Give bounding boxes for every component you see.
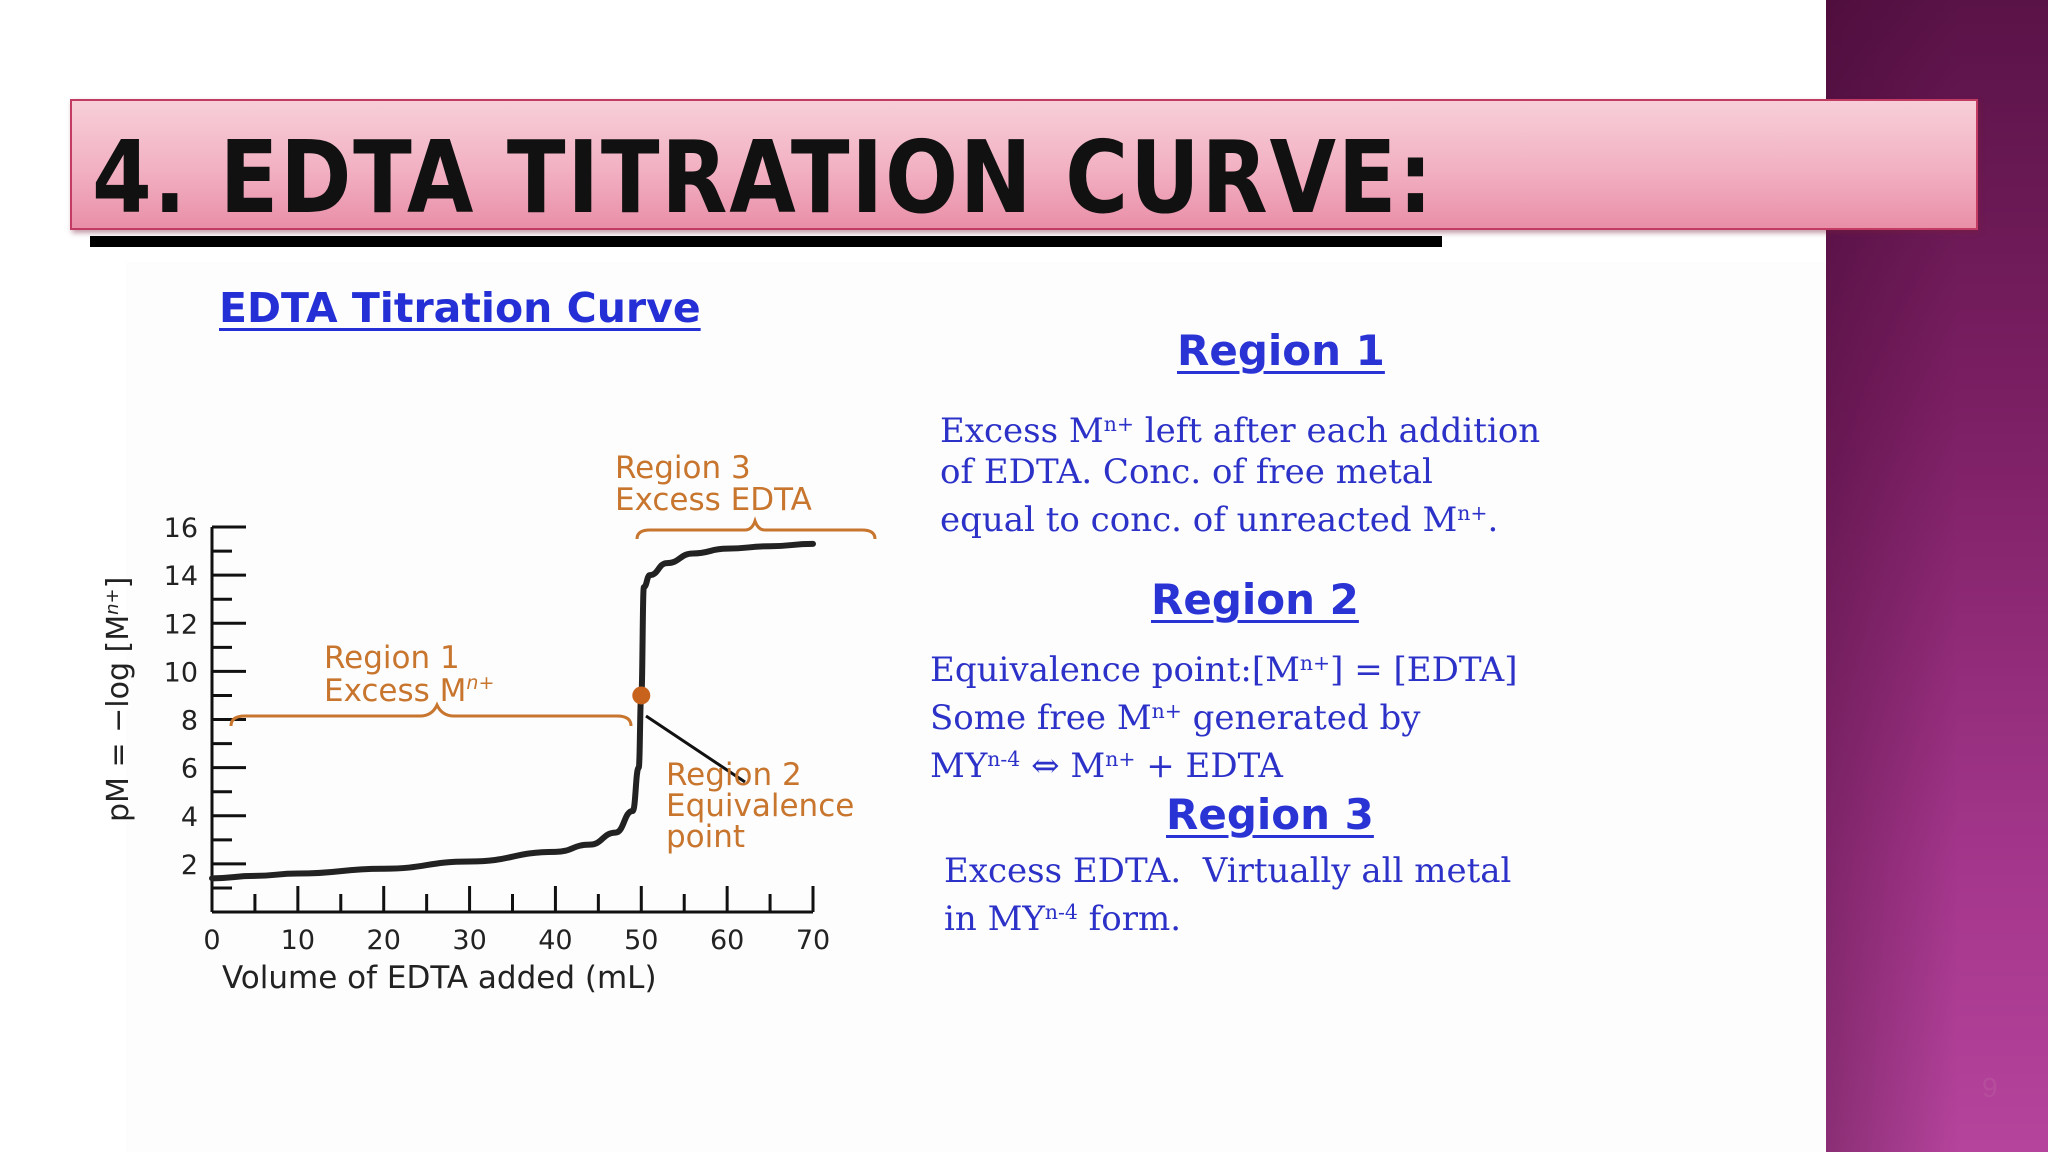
x-tick-label: 30 <box>452 925 486 956</box>
region2-sub-label-2: point <box>666 819 745 855</box>
region3-label: Region 3 <box>615 450 751 486</box>
region3-brace <box>635 516 877 540</box>
region2-line-3: MYn-4 ⇔ Mn+ + EDTA <box>930 746 1283 787</box>
figure-panel <box>126 262 1826 1152</box>
region2-line-2: Some free Mn+ generated by <box>930 698 1421 739</box>
region3-heading: Region 3 <box>1166 790 1374 839</box>
region3-description: Excess EDTA. Virtually all metal in MYn-4… <box>944 851 1511 940</box>
region1-label: Region 1 <box>324 640 460 676</box>
x-axis-label: Volume of EDTA added (mL) <box>222 960 657 996</box>
titration-curve-line <box>209 540 816 882</box>
equivalence-point-marker <box>632 686 651 705</box>
y-tick-label: 10 <box>164 657 198 688</box>
x-tick-label: 40 <box>538 925 572 956</box>
title-underline <box>90 236 1442 247</box>
region3-sub-label: Excess EDTA <box>615 482 812 518</box>
region3-line-2: in MYn-4 form. <box>944 899 1182 940</box>
slide-title: 4. EDTA TITRATION CURVE: <box>92 119 1435 236</box>
x-tick-label: 10 <box>281 925 315 956</box>
region1-sub-label: Excess Mn+ <box>324 672 494 709</box>
equivalence-pointer <box>645 714 746 784</box>
region2-label: Region 2 <box>666 757 802 793</box>
page-number: 9 <box>1982 1072 1998 1103</box>
region1-line-2: of EDTA. Conc. of free metal <box>940 452 1433 493</box>
y-tick-label: 16 <box>164 513 198 544</box>
x-tick-label: 70 <box>796 925 830 956</box>
chart-title: EDTA Titration Curve <box>219 284 701 332</box>
x-tick-label: 50 <box>624 925 658 956</box>
title-bar <box>70 99 1978 230</box>
y-tick-label: 6 <box>181 754 198 785</box>
x-tick-label: 60 <box>710 925 744 956</box>
region1-line-3: equal to conc. of unreacted Mn+. <box>940 500 1499 541</box>
region1-description: Excess Mn+ left after each addition of ED… <box>940 404 1540 541</box>
region1-brace <box>229 701 633 727</box>
region2-description: Equivalence point:[Mn+] = [EDTA] Some fre… <box>930 643 1517 788</box>
y-tick-label: 14 <box>164 561 198 592</box>
x-tick-label: 20 <box>367 925 401 956</box>
y-tick-label: 2 <box>181 850 198 881</box>
y-tick-label: 12 <box>164 609 198 640</box>
y-axis-label: pM = −log [Mn+] <box>101 577 136 822</box>
region1-line-1: Excess Mn+ left after each addition <box>940 411 1541 452</box>
y-tick-label: 8 <box>181 706 198 737</box>
region2-heading: Region 2 <box>1151 575 1359 624</box>
region2-line-1: Equivalence point:[Mn+] = [EDTA] <box>930 650 1518 691</box>
region3-line-1: Excess EDTA. Virtually all metal <box>944 851 1512 891</box>
y-tick-label: 4 <box>181 802 198 833</box>
region1-heading: Region 1 <box>1177 326 1385 375</box>
x-tick-label: 0 <box>203 925 220 956</box>
region2-sub-label: Equivalence <box>666 788 854 824</box>
